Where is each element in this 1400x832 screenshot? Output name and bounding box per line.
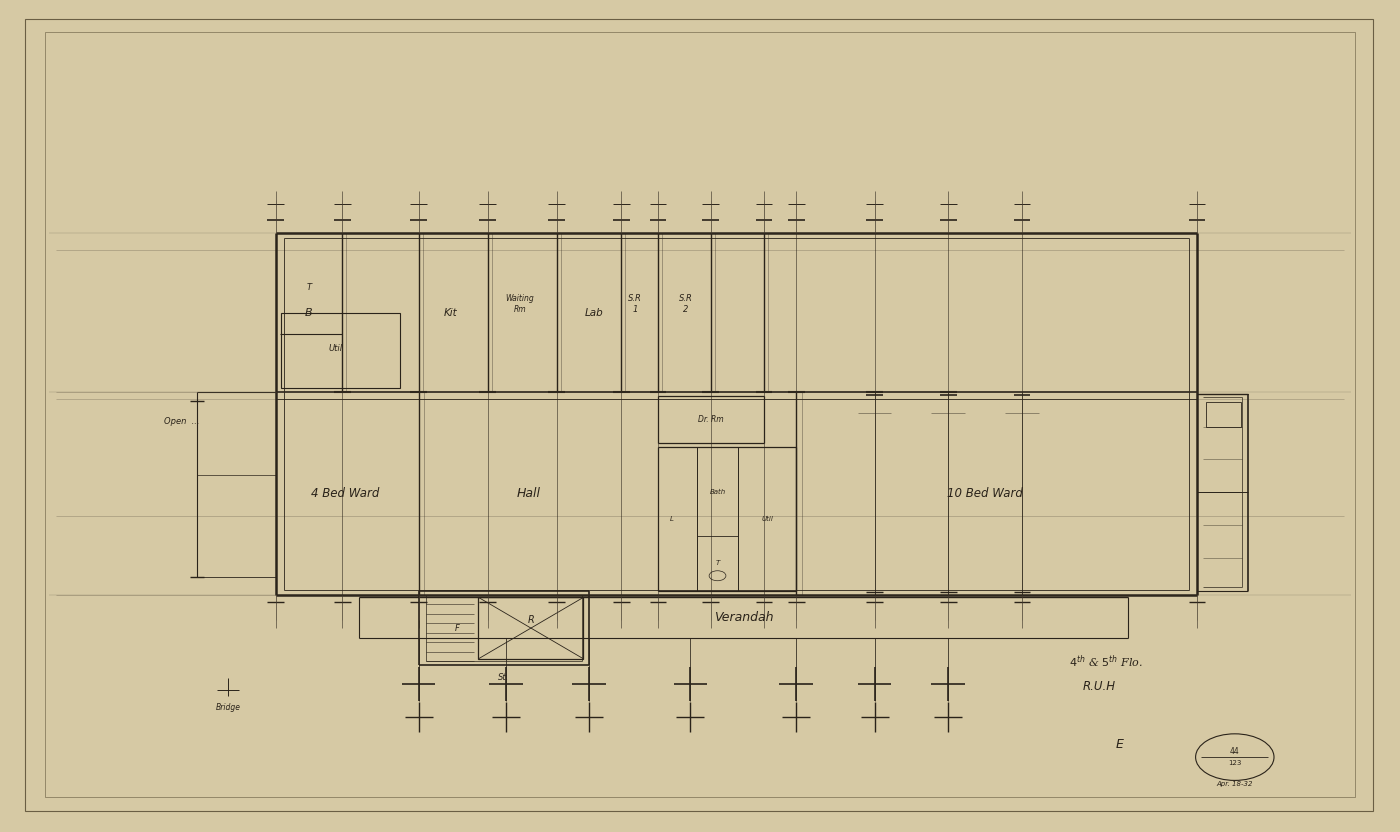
- Bar: [1205, 402, 1240, 427]
- Text: B: B: [305, 308, 312, 318]
- Text: Bridge: Bridge: [216, 703, 241, 712]
- Text: 123: 123: [1228, 760, 1242, 766]
- Text: $4^{th}$ & $5^{th}$ Flo.: $4^{th}$ & $5^{th}$ Flo.: [1070, 653, 1142, 670]
- Text: Waiting
Rm: Waiting Rm: [505, 295, 535, 314]
- Text: F: F: [455, 624, 461, 632]
- Text: 44: 44: [1231, 747, 1239, 755]
- Text: E: E: [1116, 738, 1124, 751]
- Bar: [281, 313, 400, 388]
- Text: Open  ...: Open ...: [164, 417, 200, 426]
- Text: 4 Bed Ward: 4 Bed Ward: [311, 487, 379, 500]
- Text: L: L: [671, 516, 673, 522]
- Text: Hall: Hall: [517, 487, 542, 500]
- Text: Util: Util: [329, 344, 343, 354]
- Text: Lab: Lab: [584, 308, 603, 318]
- Text: St.: St.: [498, 673, 510, 682]
- Text: R.U.H: R.U.H: [1082, 680, 1116, 693]
- Text: T: T: [715, 561, 720, 567]
- Text: Apr. 18-32: Apr. 18-32: [1217, 780, 1253, 787]
- Text: Util: Util: [762, 516, 773, 522]
- Text: R: R: [528, 615, 535, 625]
- Text: Dr. Rm: Dr. Rm: [699, 415, 724, 424]
- Text: Bath: Bath: [710, 488, 725, 494]
- Text: Kit: Kit: [444, 308, 458, 318]
- Text: T: T: [307, 283, 312, 292]
- Text: S.R
1: S.R 1: [629, 295, 643, 314]
- Text: 10 Bed Ward: 10 Bed Ward: [948, 487, 1023, 500]
- Text: S.R
2: S.R 2: [679, 295, 693, 314]
- Bar: [479, 597, 584, 659]
- Text: Verandah: Verandah: [714, 611, 773, 624]
